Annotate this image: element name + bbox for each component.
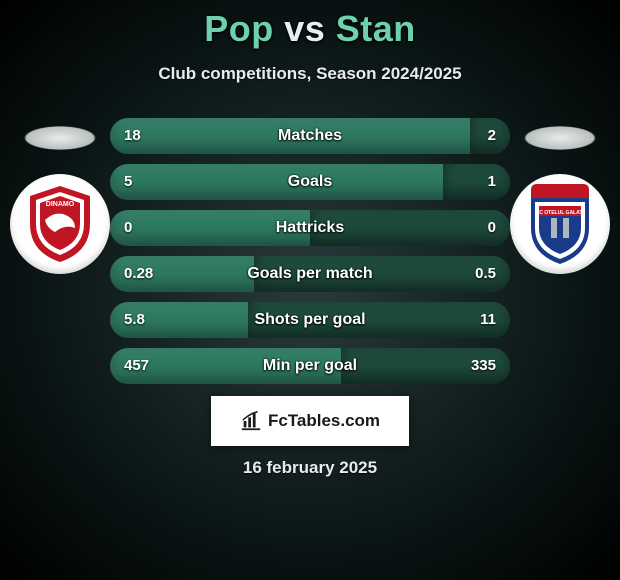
stat-label: Goals per match xyxy=(110,256,510,292)
branding-text: FcTables.com xyxy=(268,411,380,431)
comparison-card: Pop vs Stan Club competitions, Season 20… xyxy=(0,0,620,580)
club-crest-left-icon: DINAMO xyxy=(25,184,95,264)
right-player-column: FC OTELUL GALATI xyxy=(510,118,610,274)
stat-label: Goals xyxy=(110,164,510,200)
svg-text:DINAMO: DINAMO xyxy=(46,201,75,208)
page-title: Pop vs Stan xyxy=(0,8,620,50)
player-silhouette-right xyxy=(510,118,610,156)
stat-row: 5.811Shots per goal xyxy=(110,302,510,338)
club-badge-right: FC OTELUL GALATI xyxy=(510,174,610,274)
player-left-name: Pop xyxy=(204,8,274,49)
subtitle: Club competitions, Season 2024/2025 xyxy=(0,64,620,84)
player-silhouette-left xyxy=(10,118,110,156)
club-crest-right-icon: FC OTELUL GALATI xyxy=(525,184,595,264)
stat-label: Matches xyxy=(110,118,510,154)
club-badge-left: DINAMO xyxy=(10,174,110,274)
player-right-name: Stan xyxy=(336,8,416,49)
branding-badge: FcTables.com xyxy=(211,396,409,446)
stats-icon xyxy=(240,410,262,432)
stats-panel: 182Matches 51Goals 00Hattricks 0.280.5Goals… xyxy=(110,118,510,394)
stat-row: 457335Min per goal xyxy=(110,348,510,384)
stat-label: Hattricks xyxy=(110,210,510,246)
stat-row: 51Goals xyxy=(110,164,510,200)
stat-row: 00Hattricks xyxy=(110,210,510,246)
stat-row: 0.280.5Goals per match xyxy=(110,256,510,292)
svg-text:FC OTELUL GALATI: FC OTELUL GALATI xyxy=(536,210,584,216)
vs-separator: vs xyxy=(284,8,325,49)
stat-label: Shots per goal xyxy=(110,302,510,338)
date-text: 16 february 2025 xyxy=(0,458,620,478)
stat-label: Min per goal xyxy=(110,348,510,384)
stat-row: 182Matches xyxy=(110,118,510,154)
left-player-column: DINAMO xyxy=(10,118,110,274)
